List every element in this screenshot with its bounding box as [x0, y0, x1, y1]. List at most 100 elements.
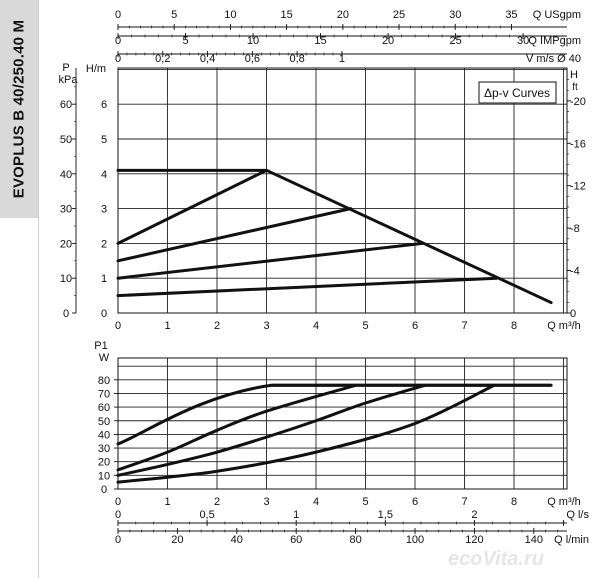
- power-x-tick-label: 6: [412, 496, 418, 508]
- power-curve-1: [116, 383, 358, 472]
- power-x-tick-label: 5: [362, 496, 368, 508]
- bottom-scale-label: Q l/min: [554, 534, 589, 546]
- top-scale-tick-label: 15: [314, 35, 326, 47]
- head-ft-tick-label: -16: [570, 138, 586, 150]
- bottom-scale-tick-label: 120: [465, 534, 483, 546]
- bottom-scale-tick-label: 1: [293, 509, 299, 521]
- head-x-tick-label: 3: [263, 320, 269, 332]
- head-kpa-tick-label: 40: [60, 169, 72, 181]
- top-scale-tick-label: 0,6: [245, 53, 260, 65]
- head-curve-3: [116, 241, 424, 280]
- bottom-scale-tick-label: 40: [231, 534, 243, 546]
- power-y-tick-label: 70: [98, 388, 110, 400]
- power-curve-0: [116, 383, 553, 446]
- head-ft-tick-label: -20: [570, 96, 586, 108]
- power-x-tick-label: 1: [164, 496, 170, 508]
- power-x-tick-label: 7: [461, 496, 467, 508]
- head-x-tick-label: 6: [412, 320, 418, 332]
- head-kpa-tick-label: 10: [60, 273, 72, 285]
- power-curve-3: [116, 383, 496, 484]
- top-scale-tick-label: 20: [382, 35, 394, 47]
- head-x-tick-label: 8: [511, 320, 517, 332]
- power-x-tick-label: 2: [214, 496, 220, 508]
- bottom-scale-tick-label: 1,5: [378, 509, 393, 521]
- head-curve-0: [116, 168, 553, 305]
- top-scale-tick-label: 25: [393, 9, 405, 21]
- head-h-tick-label: 1: [101, 273, 107, 285]
- power-x-tick-label: 0: [115, 496, 121, 508]
- power-x-tick-label: 3: [263, 496, 269, 508]
- head-x-tick-label: 4: [313, 320, 319, 332]
- top-scale-tick-label: 25: [449, 35, 461, 47]
- power-y-tick-label: 40: [98, 429, 110, 441]
- head-x-tick-label: 2: [214, 320, 220, 332]
- bottom-scale-tick-label: 0: [115, 534, 121, 546]
- watermark: ecoVita.ru: [448, 548, 544, 570]
- head-curve-4: [116, 276, 499, 298]
- top-scale-tick-label: 0,2: [155, 53, 170, 65]
- head-kpa-tick-label: 20: [60, 238, 72, 250]
- bottom-scale-tick-label: 80: [349, 534, 361, 546]
- head-h-tick-label: 6: [101, 99, 107, 111]
- bottom-scale-tick-label: 60: [290, 534, 302, 546]
- power-y-tick-label: 80: [98, 375, 110, 387]
- head-kpa-axis-label-unit: kPa: [59, 74, 79, 86]
- bottom-scale-tick-label: 140: [525, 534, 543, 546]
- head-chart-frame: [117, 67, 568, 314]
- sidebar-divider: [38, 0, 39, 578]
- head-kpa-tick-label: 60: [60, 99, 72, 111]
- sidebar-panel: EVOPLUS B 40/250.40 M: [0, 0, 38, 218]
- top-scale-tick-label: 0,8: [290, 53, 305, 65]
- bottom-scale-tick-label: 2: [471, 509, 477, 521]
- head-h-axis-label: H/m: [86, 63, 106, 75]
- head-curve-1: [116, 168, 268, 245]
- bottom-scale-tick-label: 0,5: [199, 509, 214, 521]
- head-h-tick-label: 5: [101, 134, 107, 146]
- power-y-tick-label: 10: [98, 470, 110, 482]
- power-curve-2: [116, 383, 427, 477]
- power-y-axis-label-p1: P1: [94, 340, 107, 352]
- head-ft-tick-label: -8: [570, 223, 580, 235]
- top-scale-tick-label: 10: [224, 9, 236, 21]
- power-y-tick-label: 20: [98, 457, 110, 469]
- head-h-tick-label: 3: [101, 204, 107, 216]
- head-ft-tick-label: -12: [570, 181, 586, 193]
- top-scale-tick-label: 35: [505, 9, 517, 21]
- top-scale-tick-label: 1: [339, 53, 345, 65]
- head-curve-2: [116, 207, 353, 263]
- power-y-tick-label: 30: [98, 443, 110, 455]
- top-scale-label: Q USgpm: [533, 9, 581, 21]
- head-kpa-tick-label: 30: [60, 204, 72, 216]
- head-x-tick-label: 1: [164, 320, 170, 332]
- head-x-tick-label: 0: [115, 320, 121, 332]
- power-x-axis-label: Q m³/h: [547, 496, 581, 508]
- top-scale-tick-label: 5: [182, 35, 188, 47]
- top-scale-label: V m/s Ø 40: [526, 53, 581, 65]
- top-scale-tick-label: 0: [115, 9, 121, 21]
- top-scale-tick-label: 30: [517, 35, 529, 47]
- head-h-tick-label: 2: [101, 238, 107, 250]
- head-kpa-tick-label: 50: [60, 134, 72, 146]
- head-ft-axis-label-unit: ft: [572, 82, 578, 93]
- head-x-axis-label: Q m³/h: [547, 320, 581, 332]
- bottom-scale-tick-label: 20: [171, 534, 183, 546]
- top-scale-tick-label: 10: [247, 35, 259, 47]
- head-ft-tick-label: -4: [570, 266, 580, 278]
- head-ft-tick-label: 0: [570, 308, 576, 320]
- legend-label: Δp-v Curves: [484, 86, 550, 100]
- head-x-tick-label: 5: [362, 320, 368, 332]
- bottom-scale-tick-label: 100: [406, 534, 424, 546]
- head-x-tick-label: 7: [461, 320, 467, 332]
- head-kpa-axis-label-p: P: [62, 62, 69, 74]
- power-y-tick-label: 60: [98, 402, 110, 414]
- top-scale-tick-label: 30: [449, 9, 461, 21]
- legend-box: [478, 81, 557, 104]
- head-h-tick-label: 4: [101, 169, 107, 181]
- power-y-tick-label: 50: [98, 416, 110, 428]
- top-scale-tick-label: 20: [337, 9, 349, 21]
- bottom-scale-label: Q l/s: [566, 509, 589, 521]
- power-x-tick-label: 8: [511, 496, 517, 508]
- power-chart-frame: [117, 357, 568, 490]
- top-scale-tick-label: 15: [280, 9, 292, 21]
